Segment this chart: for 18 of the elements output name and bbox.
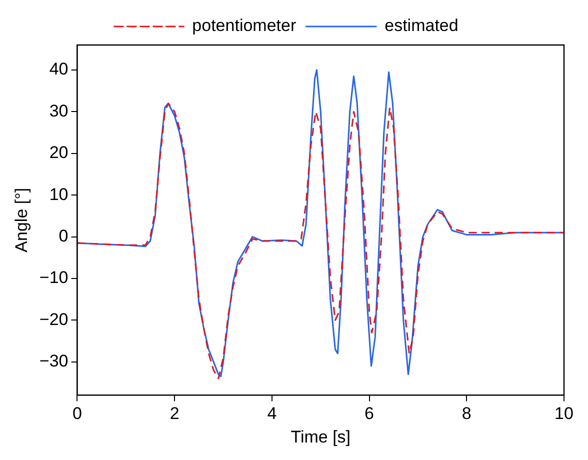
y-tick-label: 30 [49, 101, 68, 120]
x-tick-label: 10 [554, 404, 574, 424]
y-tick-label: −20 [39, 310, 68, 329]
x-tick-label: 8 [462, 404, 472, 424]
x-tick-label: 2 [170, 404, 180, 424]
legend-label: estimated [384, 16, 458, 36]
y-tick-label: 40 [49, 60, 68, 79]
y-axis-title: Angle [°] [12, 188, 31, 252]
x-tick-label: 6 [364, 404, 374, 424]
y-tick-label: 0 [58, 226, 68, 246]
x-tick-label: 4 [267, 404, 277, 424]
legend-label: potentiometer [192, 16, 296, 36]
x-axis-title: Time [s] [290, 427, 351, 446]
y-tick-label: −10 [39, 268, 68, 288]
y-tick-label: 20 [49, 143, 68, 162]
y-tick-label: 10 [49, 184, 68, 204]
x-tick-label: 0 [72, 404, 82, 424]
y-tick-label: −30 [39, 352, 68, 371]
